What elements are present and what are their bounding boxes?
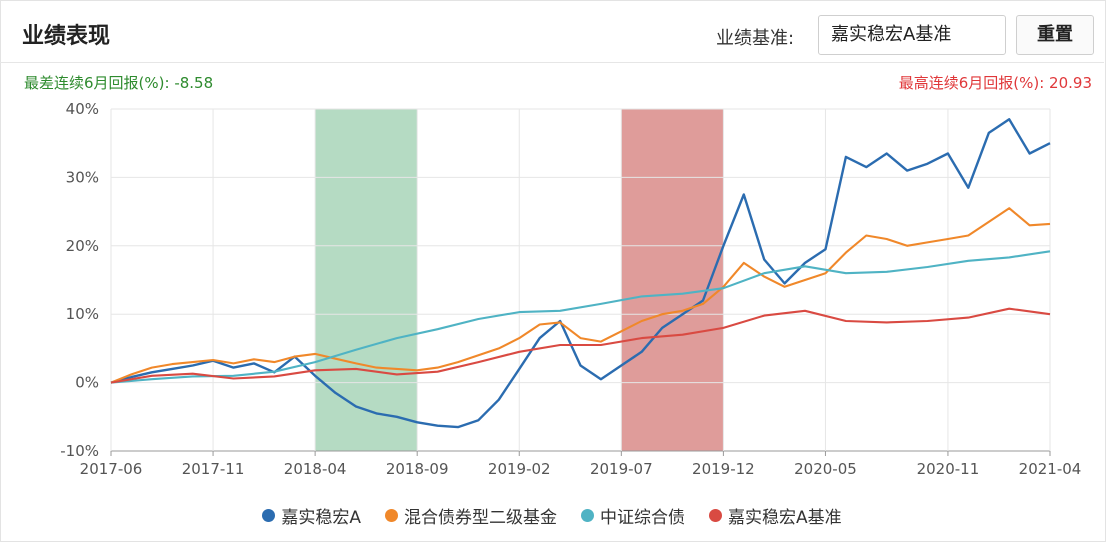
best-6m-return: 最高连续6月回报(%): 20.93 [898, 74, 1092, 92]
highlight-worst-period [315, 109, 418, 451]
series-line-2 [110, 250, 1051, 384]
x-tick-label: 2019-12 [692, 460, 755, 478]
legend-item-2[interactable]: 中证综合债 [581, 503, 685, 528]
reset-button[interactable]: 重置 [1016, 15, 1094, 55]
legend-label: 嘉实稳宏A基准 [728, 507, 842, 528]
legend-label: 嘉实稳宏A [281, 507, 361, 528]
x-tick-label: 2018-04 [284, 460, 347, 478]
x-tick-label: 2017-11 [182, 460, 245, 478]
x-tick-label: 2019-07 [590, 460, 653, 478]
legend-item-0[interactable]: 嘉实稳宏A [262, 503, 361, 528]
legend-label: 混合债券型二级基金 [404, 507, 557, 528]
panel-title: 业绩表现 [22, 24, 111, 49]
legend-item-1[interactable]: 混合债券型二级基金 [385, 503, 557, 528]
y-tick-label: 40% [66, 100, 99, 118]
legend-dot-icon [385, 508, 398, 522]
x-tick-label: 2020-11 [917, 460, 980, 478]
x-tick-label: 2019-02 [488, 460, 551, 478]
x-tick-label: 2018-09 [386, 460, 449, 478]
highlight-best-period [621, 109, 724, 451]
chart-legend: 嘉实稳宏A 混合债券型二级基金 中证综合债 嘉实稳宏A基准 [0, 500, 1104, 530]
x-tick-label: 2017-06 [80, 460, 143, 478]
series-line-1 [110, 207, 1051, 384]
y-tick-label: 10% [66, 305, 99, 323]
benchmark-select[interactable]: 嘉实稳宏A基准 [818, 15, 1006, 55]
x-tick-label: 2021-04 [1019, 460, 1082, 478]
benchmark-label: 业绩基准: [716, 28, 795, 49]
panel-header: 业绩表现 业绩基准: 嘉实稳宏A基准 重置 [0, 0, 1104, 63]
x-tick-label: 2020-05 [794, 460, 857, 478]
legend-label: 中证综合债 [600, 507, 685, 528]
y-tick-label: -10% [60, 442, 99, 460]
worst-6m-return: 最差连续6月回报(%): -8.58 [24, 74, 214, 92]
legend-dot-icon [262, 508, 276, 522]
y-tick-label: 20% [66, 237, 99, 255]
series-line-0 [110, 118, 1051, 429]
y-tick-label: 30% [66, 168, 99, 186]
legend-dot-icon [581, 508, 594, 522]
series-line-3 [110, 307, 1051, 384]
y-tick-label: 0% [75, 374, 99, 392]
legend-dot-icon [709, 508, 722, 522]
legend-item-3[interactable]: 嘉实稳宏A基准 [709, 503, 842, 528]
performance-chart: -10% 0% 10% 20% 30% 40% 2017-06 2017-11 2018-04 2… [60, 100, 1082, 478]
